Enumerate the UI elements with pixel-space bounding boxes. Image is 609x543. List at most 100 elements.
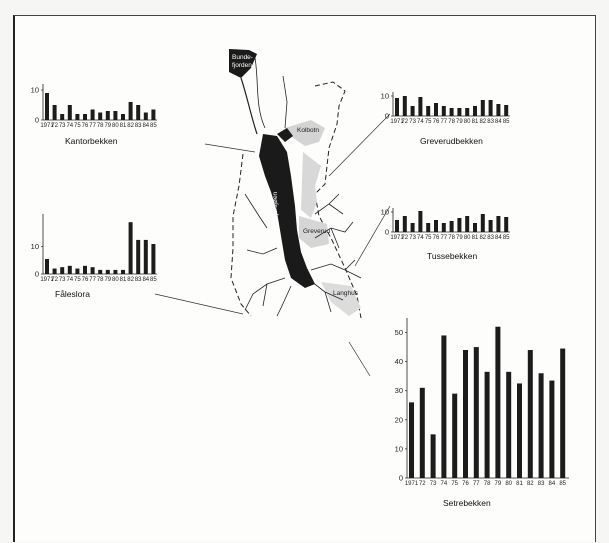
x-tick-label: 79 bbox=[495, 481, 502, 487]
x-tick-label: 1971 bbox=[390, 119, 404, 125]
bar bbox=[434, 103, 438, 116]
x-tick-label: 84 bbox=[495, 119, 502, 125]
x-tick-label: 81 bbox=[516, 481, 523, 487]
bar bbox=[136, 105, 141, 120]
x-tick-label: 84 bbox=[495, 235, 502, 241]
bar bbox=[83, 265, 87, 274]
bar bbox=[506, 371, 512, 478]
bar bbox=[517, 383, 522, 478]
bar bbox=[121, 114, 125, 120]
figure-canvas: Bunde- fjorden Kolbotn Gjersjøen Greveru… bbox=[31, 49, 569, 508]
y-tick-label: 10 bbox=[31, 242, 39, 251]
bar bbox=[480, 100, 485, 116]
x-tick-label: 85 bbox=[503, 235, 510, 241]
x-tick-label: 76 bbox=[433, 119, 440, 125]
bar bbox=[457, 218, 462, 232]
x-tick-label: 83 bbox=[487, 119, 494, 125]
leader-lines bbox=[154, 113, 391, 377]
label-gjersjoen: Gjersjøen bbox=[272, 191, 279, 220]
bar bbox=[426, 106, 431, 116]
x-tick-label: 80 bbox=[112, 277, 119, 283]
x-tick-label: 79 bbox=[456, 235, 463, 241]
x-tick-label: 74 bbox=[441, 481, 448, 487]
bar bbox=[495, 326, 501, 478]
bar bbox=[75, 114, 80, 120]
bar bbox=[395, 98, 399, 116]
label-kolbotn: Kolbotn bbox=[297, 127, 319, 134]
y-tick-label: 0 bbox=[385, 112, 389, 121]
bar bbox=[151, 109, 156, 120]
bar bbox=[441, 106, 446, 116]
bar bbox=[136, 239, 141, 274]
x-tick-label: 76 bbox=[82, 277, 89, 283]
x-tick-label: 80 bbox=[505, 481, 512, 487]
x-tick-label: 73 bbox=[59, 277, 66, 283]
bar bbox=[418, 211, 423, 232]
bar bbox=[402, 96, 407, 116]
bar bbox=[449, 221, 454, 232]
y-tick-label: 0 bbox=[385, 228, 389, 237]
x-tick-label: 81 bbox=[120, 277, 127, 283]
x-tick-label: 74 bbox=[66, 277, 73, 283]
x-tick-label: 75 bbox=[425, 119, 432, 125]
x-tick-label: 78 bbox=[97, 277, 104, 283]
x-tick-label: 72 bbox=[401, 119, 408, 125]
x-tick-label: 73 bbox=[409, 235, 416, 241]
x-tick-label: 81 bbox=[120, 123, 127, 129]
chart-title: Greverudbekken bbox=[420, 136, 483, 146]
x-tick-label: 1971 bbox=[405, 481, 419, 487]
bar bbox=[410, 223, 415, 232]
x-tick-label: 77 bbox=[440, 235, 447, 241]
x-tick-label: 73 bbox=[59, 123, 66, 129]
bar bbox=[410, 106, 415, 116]
x-tick-label: 81 bbox=[472, 235, 479, 241]
kolbotn-lake bbox=[277, 128, 293, 142]
x-tick-label: 80 bbox=[464, 119, 471, 125]
bar bbox=[143, 112, 148, 120]
chart-setrebekken: 0 10 20 30 40 50 1971 72 73 74 75 76 77 78 79 80 81 82 83 8… bbox=[395, 318, 569, 508]
bar bbox=[473, 106, 477, 116]
bar bbox=[484, 371, 490, 478]
x-tick-label: 82 bbox=[127, 123, 134, 129]
bar bbox=[90, 267, 95, 274]
bar bbox=[473, 223, 477, 232]
bar bbox=[143, 239, 148, 274]
x-tick-label: 1971 bbox=[390, 235, 404, 241]
bar bbox=[463, 350, 468, 478]
x-tick-label: 78 bbox=[484, 481, 491, 487]
bar bbox=[430, 434, 436, 478]
bar bbox=[560, 348, 566, 478]
y-tick-label: 0 bbox=[35, 270, 39, 279]
x-tick-label: 81 bbox=[472, 119, 479, 125]
x-tick-label: 75 bbox=[425, 235, 432, 241]
bar bbox=[441, 223, 446, 232]
y-tick-label: 50 bbox=[395, 328, 403, 337]
bar bbox=[67, 265, 72, 274]
chart-title: Tussebekken bbox=[427, 251, 478, 261]
x-tick-label: 84 bbox=[142, 277, 149, 283]
bar bbox=[60, 114, 65, 120]
x-tick-label: 84 bbox=[549, 481, 556, 487]
bar bbox=[98, 112, 103, 120]
bar bbox=[75, 268, 80, 274]
dotted-area-kolbotn bbox=[285, 120, 325, 146]
bar bbox=[488, 100, 493, 116]
chart-title: Setrebekken bbox=[443, 498, 491, 508]
bar bbox=[488, 220, 493, 232]
x-tick-label: 85 bbox=[559, 481, 566, 487]
bar bbox=[504, 105, 509, 116]
x-tick-label: 83 bbox=[135, 123, 142, 129]
x-tick-label: 80 bbox=[464, 235, 471, 241]
bar bbox=[504, 217, 509, 232]
x-tick-label: 85 bbox=[503, 119, 510, 125]
y-tick-label: 0 bbox=[35, 116, 39, 125]
bar bbox=[538, 373, 544, 478]
bar bbox=[121, 269, 125, 274]
x-tick-label: 72 bbox=[419, 481, 426, 487]
x-tick-label: 84 bbox=[142, 123, 149, 129]
label-greverud: Greverud bbox=[303, 228, 330, 235]
catchment-boundary bbox=[230, 81, 362, 319]
x-tick-label: 76 bbox=[82, 123, 89, 129]
